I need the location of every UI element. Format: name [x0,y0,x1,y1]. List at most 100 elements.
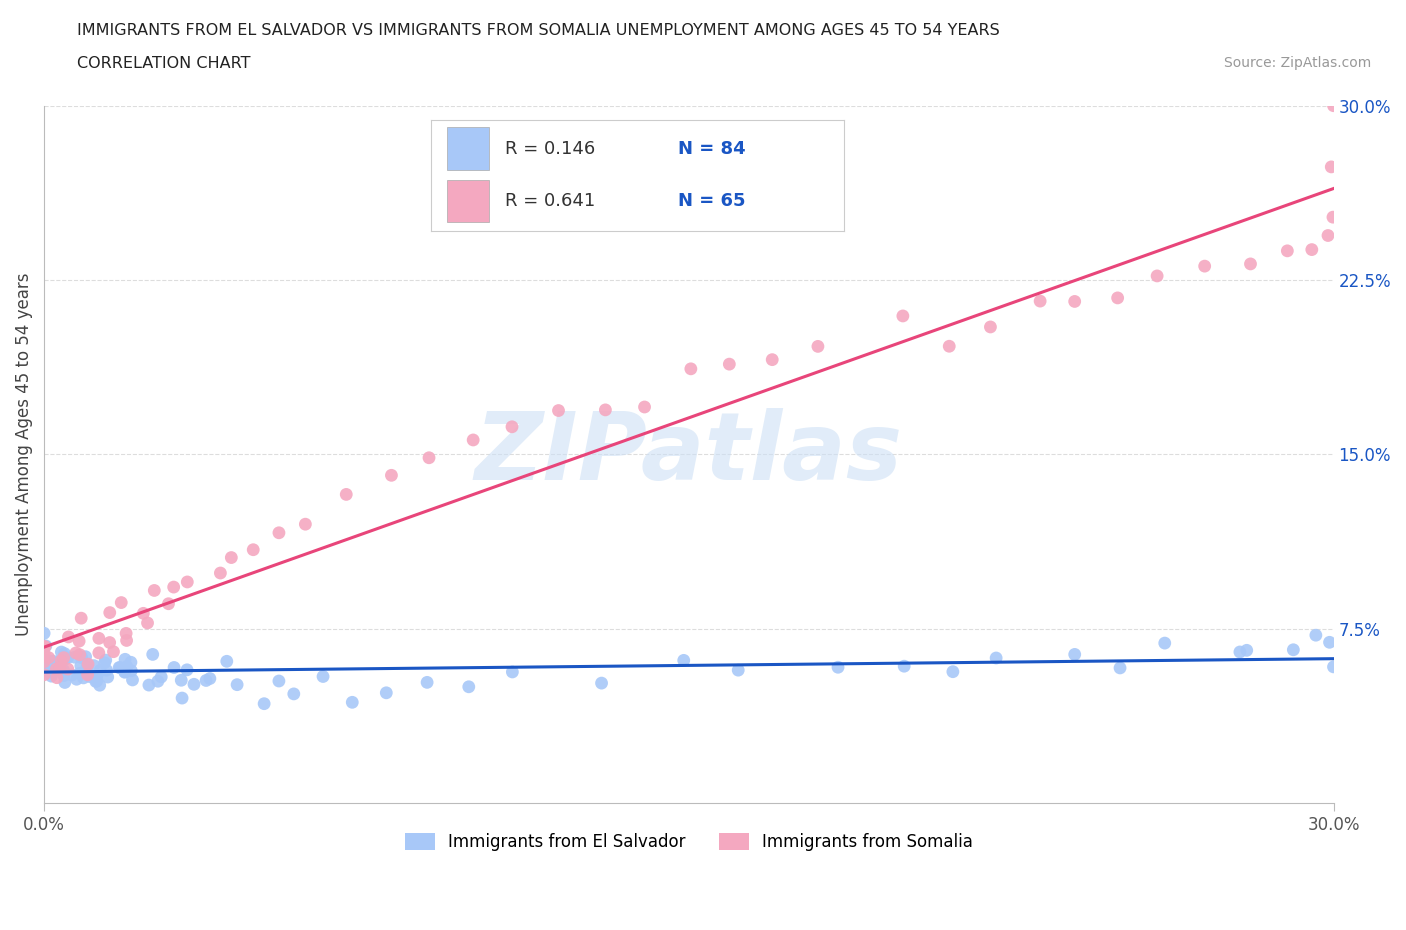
Point [75,649,97,664]
Point [83,658,105,673]
Point [93,656,115,671]
Point [1277,244,1299,259]
Point [41,669,63,684]
Point [1029,294,1052,309]
Point [142,647,165,662]
Point [65,645,87,660]
Point [87,645,110,660]
Point [1153,636,1175,651]
Point [1194,259,1216,273]
Point [942,664,965,679]
Point [283,686,305,701]
Text: IMMIGRANTS FROM EL SALVADOR VS IMMIGRANTS FROM SOMALIA UNEMPLOYMENT AMONG AGES 4: IMMIGRANTS FROM EL SALVADOR VS IMMIGRANT… [77,23,1000,38]
Point [121,672,143,687]
Point [120,663,142,678]
Point [267,525,290,540]
Point [807,339,830,353]
Point [53,652,76,667]
Point [501,419,523,434]
Point [72,671,94,685]
Point [32,659,55,674]
Point [267,673,290,688]
Point [108,660,131,675]
Point [198,671,221,686]
Point [98,635,121,650]
Point [38,658,60,672]
Point [86,673,108,688]
Point [56,650,79,665]
Point [727,663,749,678]
Point [146,674,169,689]
Point [70,649,93,664]
Point [547,403,569,418]
Point [70,650,93,665]
Point [41,654,63,669]
Point [34,639,56,654]
Point [891,309,914,324]
Point [176,575,198,590]
Point [150,670,173,684]
Point [672,653,695,668]
Point [98,605,121,620]
Point [48,655,70,670]
Point [595,403,617,418]
Point [87,631,110,645]
Point [1322,99,1344,113]
Point [501,665,523,680]
Point [76,668,98,683]
Point [312,669,335,684]
Point [52,668,75,683]
Point [115,659,138,674]
Point [195,673,218,688]
Point [97,670,120,684]
Point [94,653,117,668]
Point [827,659,849,674]
Point [114,664,136,679]
Legend: Immigrants from El Salvador, Immigrants from Somalia: Immigrants from El Salvador, Immigrants … [398,826,980,857]
Point [70,658,93,673]
Point [32,655,55,670]
Point [41,665,63,680]
Point [418,450,440,465]
Point [114,665,136,680]
Point [32,646,55,661]
Point [103,644,125,659]
Point [163,660,186,675]
Point [1239,257,1261,272]
Point [209,565,232,580]
Point [1317,228,1340,243]
Point [56,661,79,676]
Point [221,551,243,565]
Point [115,633,138,648]
Point [416,675,439,690]
Point [170,672,193,687]
Point [89,663,111,678]
Text: Source: ZipAtlas.com: Source: ZipAtlas.com [1223,56,1371,70]
Point [138,678,160,693]
Point [463,432,485,447]
Point [32,653,55,668]
Text: CORRELATION CHART: CORRELATION CHART [77,56,250,71]
Point [136,616,159,631]
Point [979,320,1001,335]
Point [84,674,107,689]
Text: ZIPatlas: ZIPatlas [475,408,903,500]
Point [49,654,72,669]
Point [215,654,238,669]
Point [86,668,108,683]
Point [157,596,180,611]
Point [163,579,186,594]
Point [32,626,55,641]
Point [79,669,101,684]
Point [242,542,264,557]
Point [32,668,55,683]
Point [1229,644,1251,659]
Point [380,468,402,483]
Point [253,697,276,711]
Point [172,691,194,706]
Point [132,605,155,620]
Point [375,685,398,700]
Y-axis label: Unemployment Among Ages 45 to 54 years: Unemployment Among Ages 45 to 54 years [15,272,32,636]
Point [294,517,316,532]
Point [1146,269,1168,284]
